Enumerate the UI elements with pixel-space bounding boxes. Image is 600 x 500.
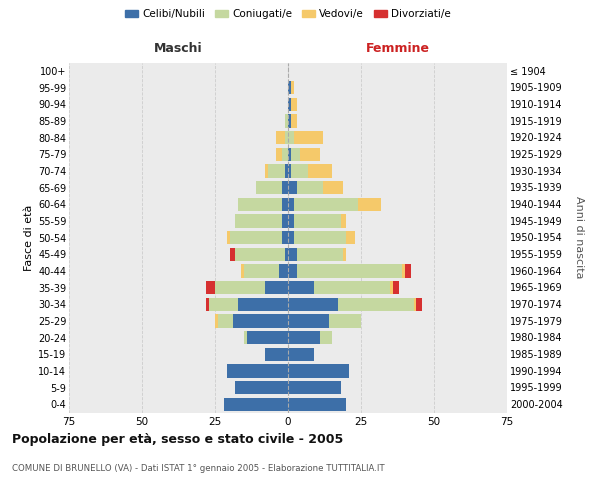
Bar [329, 314, 361, 328]
Bar [288, 81, 291, 94]
Bar [288, 331, 320, 344]
Bar [230, 231, 282, 244]
Bar [288, 381, 341, 394]
Bar [297, 264, 402, 278]
Bar [390, 281, 393, 294]
Bar [227, 231, 230, 244]
Bar [277, 131, 285, 144]
Bar [288, 231, 294, 244]
Bar [393, 281, 399, 294]
Bar [282, 181, 288, 194]
Bar [288, 181, 297, 194]
Bar [285, 114, 288, 128]
Bar [291, 148, 299, 161]
Bar [235, 214, 282, 228]
Bar [320, 331, 332, 344]
Bar [308, 164, 332, 177]
Bar [227, 364, 288, 378]
Bar [206, 281, 215, 294]
Bar [288, 281, 314, 294]
Bar [285, 164, 288, 177]
Bar [288, 348, 314, 361]
Text: Popolazione per età, sesso e stato civile - 2005: Popolazione per età, sesso e stato civil… [12, 432, 343, 446]
Bar [288, 314, 329, 328]
Y-axis label: Fasce di età: Fasce di età [23, 204, 34, 270]
Bar [244, 331, 247, 344]
Bar [346, 231, 355, 244]
Bar [288, 164, 291, 177]
Bar [235, 248, 285, 261]
Bar [297, 181, 323, 194]
Bar [291, 81, 294, 94]
Bar [206, 298, 209, 311]
Text: COMUNE DI BRUNELLO (VA) - Dati ISTAT 1° gennaio 2005 - Elaborazione TUTTITALIA.I: COMUNE DI BRUNELLO (VA) - Dati ISTAT 1° … [12, 464, 385, 473]
Bar [314, 281, 390, 294]
Bar [288, 114, 291, 128]
Bar [297, 248, 343, 261]
Bar [265, 348, 288, 361]
Bar [244, 264, 279, 278]
Bar [358, 198, 382, 211]
Bar [288, 364, 349, 378]
Y-axis label: Anni di nascita: Anni di nascita [574, 196, 584, 278]
Bar [247, 331, 288, 344]
Bar [288, 131, 294, 144]
Legend: Celibi/Nubili, Coniugati/e, Vedovi/e, Divorziati/e: Celibi/Nubili, Coniugati/e, Vedovi/e, Di… [121, 5, 455, 24]
Bar [282, 231, 288, 244]
Bar [230, 248, 235, 261]
Bar [416, 298, 422, 311]
Bar [238, 198, 282, 211]
Bar [299, 148, 320, 161]
Bar [268, 164, 285, 177]
Bar [288, 248, 297, 261]
Bar [265, 281, 288, 294]
Text: Femmine: Femmine [365, 42, 430, 56]
Bar [413, 298, 416, 311]
Bar [294, 214, 341, 228]
Bar [277, 148, 282, 161]
Bar [288, 214, 294, 228]
Bar [218, 314, 233, 328]
Bar [405, 264, 410, 278]
Bar [288, 148, 291, 161]
Bar [338, 298, 413, 311]
Bar [291, 98, 297, 111]
Bar [282, 198, 288, 211]
Bar [341, 214, 346, 228]
Bar [288, 98, 291, 111]
Bar [256, 181, 282, 194]
Bar [233, 314, 288, 328]
Bar [282, 214, 288, 228]
Bar [238, 298, 288, 311]
Bar [402, 264, 405, 278]
Text: Maschi: Maschi [154, 42, 203, 56]
Bar [291, 164, 308, 177]
Bar [285, 248, 288, 261]
Bar [294, 131, 323, 144]
Bar [288, 264, 297, 278]
Bar [288, 398, 346, 411]
Bar [215, 314, 218, 328]
Bar [291, 114, 297, 128]
Bar [265, 164, 268, 177]
Bar [288, 198, 294, 211]
Bar [209, 298, 238, 311]
Bar [241, 264, 244, 278]
Bar [279, 264, 288, 278]
Bar [294, 198, 358, 211]
Bar [294, 231, 346, 244]
Bar [285, 131, 288, 144]
Bar [323, 181, 343, 194]
Bar [288, 298, 338, 311]
Bar [215, 281, 265, 294]
Bar [343, 248, 346, 261]
Bar [224, 398, 288, 411]
Bar [282, 148, 288, 161]
Bar [235, 381, 288, 394]
